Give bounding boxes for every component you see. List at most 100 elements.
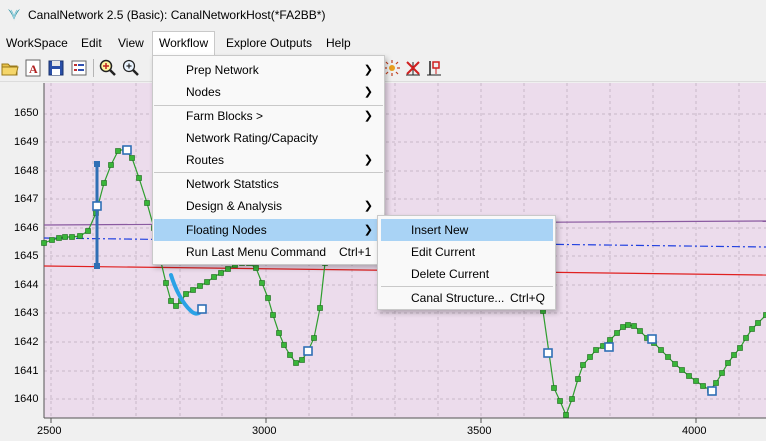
floating-node[interactable] <box>122 145 132 155</box>
zoom-in-icon[interactable] <box>121 58 141 78</box>
profile-node <box>56 235 62 241</box>
profile-node <box>587 354 593 360</box>
profile-node <box>658 347 664 353</box>
y-tick-label: 1650 <box>14 107 39 119</box>
app-logo-icon <box>8 9 20 21</box>
menu-workspace[interactable]: WorkSpace <box>6 36 68 50</box>
profile-node <box>637 328 643 334</box>
menu-item-label: Run Last Menu Command <box>186 245 327 259</box>
profile-nodes <box>41 146 766 418</box>
menu-item-network-statistics[interactable]: Network Statstics <box>154 173 383 195</box>
menu-item-label: Floating Nodes <box>186 223 267 237</box>
title-bar: CanalNetwork 2.5 (Basic): CanalNetworkHo… <box>0 0 766 30</box>
profile-node <box>719 370 725 376</box>
menu-item-farm-blocks[interactable]: Farm Blocks > ❯ <box>154 105 383 127</box>
floating-node[interactable] <box>197 304 207 314</box>
profile-node <box>85 228 91 234</box>
profile-node <box>225 266 231 272</box>
menu-item-label: Routes <box>186 153 225 167</box>
node-marker-icon[interactable] <box>382 58 402 78</box>
menu-item-label: Insert New <box>411 223 469 237</box>
x-tick-marks <box>50 418 697 423</box>
submenu-arrow-icon: ❯ <box>363 110 373 122</box>
profile-node <box>737 345 743 351</box>
menu-edit[interactable]: Edit <box>81 36 102 50</box>
open-folder-icon[interactable] <box>0 58 20 78</box>
profile-node <box>749 326 755 332</box>
profile-node <box>101 180 107 186</box>
y-tick-label: 1644 <box>14 279 39 291</box>
submenu-arrow-icon: ❯ <box>363 64 373 76</box>
menu-item-nodes[interactable]: Nodes ❯ <box>154 81 383 103</box>
zoom-extent-icon[interactable] <box>98 58 118 78</box>
marker-bottom-handle[interactable] <box>94 263 100 269</box>
profile-node <box>580 362 586 368</box>
profile-node <box>173 303 179 309</box>
menu-item-label: Network Statstics <box>186 177 279 191</box>
delete-node-icon[interactable] <box>403 58 423 78</box>
menu-item-network-rating[interactable]: Network Rating/Capacity <box>154 127 383 149</box>
menu-item-label: Farm Blocks > <box>186 109 264 123</box>
profile-node <box>163 280 169 286</box>
menu-item-insert-new[interactable]: Insert New <box>381 219 553 241</box>
menu-item-edit-current[interactable]: Edit Current <box>381 241 553 263</box>
profile-node <box>265 295 271 301</box>
y-tick-label: 1647 <box>14 193 39 205</box>
svg-text:A: A <box>29 62 38 76</box>
profile-node <box>281 342 287 348</box>
menu-explore-outputs[interactable]: Explore Outputs <box>226 36 313 50</box>
menu-item-routes[interactable]: Routes ❯ <box>154 149 383 171</box>
profile-node <box>129 155 135 161</box>
floating-node[interactable] <box>647 334 657 344</box>
floating-node[interactable] <box>92 201 102 211</box>
menu-item-prep-network[interactable]: Prep Network ❯ <box>154 59 383 81</box>
profile-node <box>62 234 68 240</box>
menu-item-label: Nodes <box>186 85 221 99</box>
profile-node <box>679 367 685 373</box>
profile-node <box>593 347 599 353</box>
profile-node <box>299 357 305 363</box>
profile-node <box>144 200 150 206</box>
menu-item-label: Network Rating/Capacity <box>186 131 319 145</box>
profile-node <box>743 335 749 341</box>
text-format-icon[interactable]: A <box>23 58 43 78</box>
profile-marker-icon[interactable] <box>424 58 444 78</box>
menu-item-shortcut: Ctrl+1 <box>339 245 372 259</box>
profile-node <box>259 280 265 286</box>
menu-item-canal-structure[interactable]: Canal Structure... Ctrl+Q <box>381 287 553 309</box>
properties-icon[interactable] <box>69 58 89 78</box>
menu-view[interactable]: View <box>118 36 144 50</box>
floating-node[interactable] <box>303 346 313 356</box>
submenu-arrow-icon: ❯ <box>363 86 373 98</box>
save-icon[interactable] <box>46 58 66 78</box>
profile-node <box>693 378 699 384</box>
menu-item-delete-current[interactable]: Delete Current <box>381 263 553 285</box>
y-tick-label: 1643 <box>14 307 39 319</box>
menu-item-label: Edit Current <box>411 245 476 259</box>
profile-node <box>276 330 282 336</box>
profile-node <box>287 352 293 358</box>
profile-node <box>563 412 569 418</box>
floating-node[interactable] <box>604 342 614 352</box>
menu-workflow[interactable]: Workflow <box>152 31 216 55</box>
profile-node <box>620 324 626 330</box>
menu-item-run-last-command[interactable]: Run Last Menu Command Ctrl+1 <box>154 241 383 263</box>
menu-help[interactable]: Help <box>326 36 351 50</box>
floating-node[interactable] <box>543 348 553 358</box>
profile-node <box>270 312 276 318</box>
floating-node[interactable] <box>707 386 717 396</box>
profile-node <box>569 396 575 402</box>
menu-item-design-analysis[interactable]: Design & Analysis ❯ <box>154 195 383 217</box>
profile-node <box>625 322 631 328</box>
menu-item-label: Prep Network <box>186 63 259 77</box>
submenu-arrow-icon: ❯ <box>363 200 373 212</box>
profile-node <box>49 237 55 243</box>
marker-top-handle[interactable] <box>94 161 100 167</box>
floating-nodes[interactable] <box>92 145 717 396</box>
profile-node <box>204 279 210 285</box>
y-tick-label: 1648 <box>14 165 39 177</box>
y-tick-label: 1646 <box>14 222 39 234</box>
profile-node <box>665 354 671 360</box>
menu-item-floating-nodes[interactable]: Floating Nodes ❯ <box>154 219 383 241</box>
y-tick-label: 1645 <box>14 250 39 262</box>
